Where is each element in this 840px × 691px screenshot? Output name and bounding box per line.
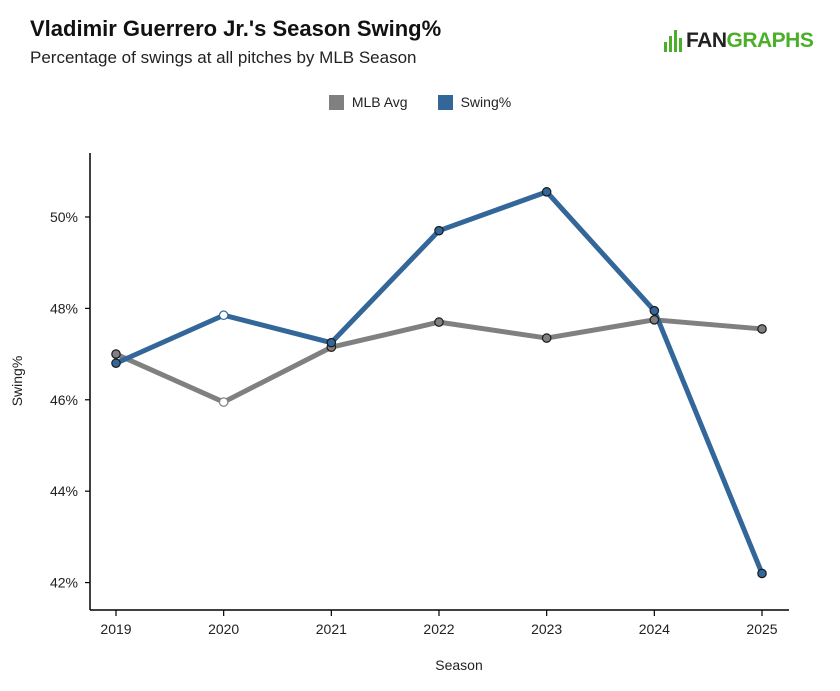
- chart-legend: MLB Avg Swing%: [0, 94, 840, 110]
- data-point-swing[interactable]: [757, 568, 767, 579]
- chart-subtitle: Percentage of swings at all pitches by M…: [30, 48, 417, 67]
- data-point-swing[interactable]: [541, 187, 552, 197]
- chart-title: Vladimir Guerrero Jr.'s Season Swing%: [30, 16, 442, 41]
- data-point-mlb-avg[interactable]: [541, 333, 552, 343]
- fangraphs-logo-icon: [664, 30, 684, 52]
- legend-item-swing[interactable]: Swing%: [437, 94, 512, 110]
- data-point-swing[interactable]: [434, 225, 444, 236]
- data-point-mlb-avg[interactable]: [757, 324, 767, 334]
- data-point-swing[interactable]: [326, 337, 337, 348]
- legend-label-swing: Swing%: [460, 94, 512, 110]
- x-axis-label: Season: [435, 657, 482, 673]
- y-tick-label: 46%: [50, 392, 78, 408]
- data-point-mlb-avg[interactable]: [649, 315, 660, 325]
- data-point-mlb-avg[interactable]: [111, 349, 121, 359]
- data-point-mlb-avg[interactable]: [434, 317, 444, 327]
- x-tick-label: 2024: [639, 621, 670, 637]
- x-tick-label: 2021: [316, 621, 347, 637]
- y-tick-label: 50%: [50, 209, 78, 225]
- y-tick-label: 42%: [50, 575, 78, 591]
- x-tick-label: 2020: [208, 621, 239, 637]
- legend-label-mlb-avg: MLB Avg: [351, 94, 408, 110]
- y-tick-label: 44%: [50, 483, 78, 499]
- y-tick-label: 48%: [50, 300, 78, 316]
- data-point-mlb-avg[interactable]: [218, 397, 229, 407]
- legend-swatch-swing: [437, 94, 453, 110]
- data-point-swing[interactable]: [111, 358, 121, 369]
- series-line-swing: [113, 189, 765, 576]
- data-point-swing[interactable]: [649, 305, 660, 316]
- x-tick-label: 2025: [746, 621, 777, 637]
- x-tick-label: 2023: [531, 621, 562, 637]
- legend-item-mlb-avg[interactable]: MLB Avg: [328, 94, 408, 110]
- y-axis-label: Swing%: [9, 356, 25, 407]
- fangraphs-logo[interactable]: FANGRAPHS: [664, 28, 814, 54]
- fangraphs-logo-text: FANGRAPHS: [686, 29, 814, 52]
- legend-swatch-mlb-avg: [328, 94, 344, 110]
- x-tick-label: 2019: [100, 621, 131, 637]
- data-point-swing[interactable]: [218, 310, 229, 321]
- x-tick-label: 2022: [423, 621, 454, 637]
